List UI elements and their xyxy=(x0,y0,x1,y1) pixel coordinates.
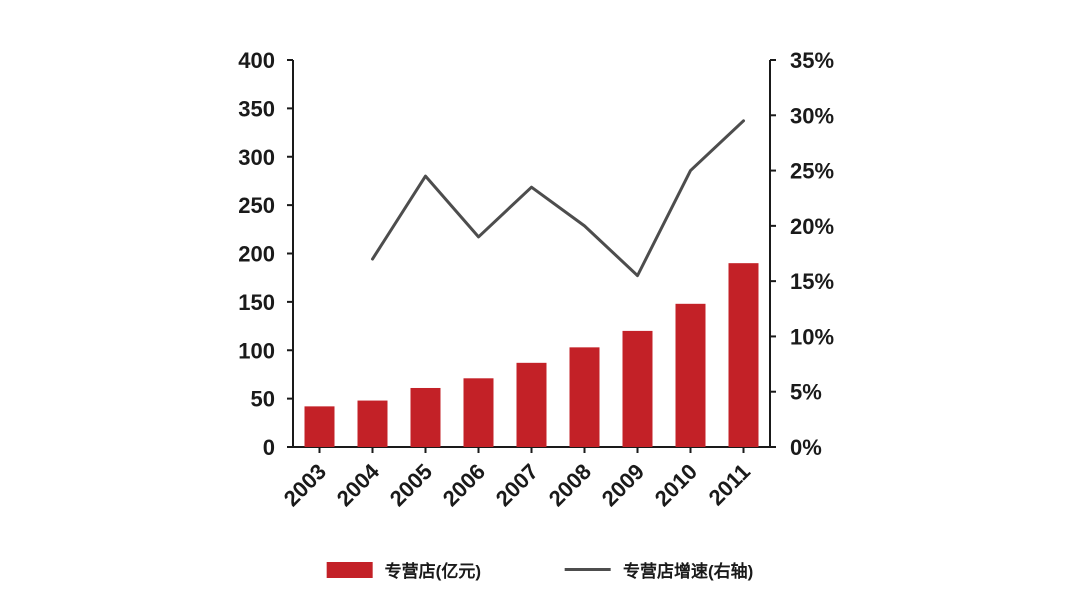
right-axis-tick-label: 20% xyxy=(790,214,834,239)
right-axis-tick-label: 5% xyxy=(790,380,822,405)
right-axis-tick-label: 15% xyxy=(790,269,834,294)
x-axis-tick-label: 2003 xyxy=(279,459,331,511)
bar-2007 xyxy=(516,362,547,447)
x-axis-tick-label: 2008 xyxy=(544,459,596,511)
right-axis-tick-label: 35% xyxy=(790,48,834,73)
bar-2006 xyxy=(463,378,494,447)
bar-series-swatch xyxy=(326,561,373,578)
x-axis-tick-label: 2010 xyxy=(650,459,702,511)
bar-2004 xyxy=(357,400,388,447)
x-axis-tick-label: 2007 xyxy=(491,459,543,511)
bar-2008 xyxy=(569,347,600,447)
bar-2003 xyxy=(304,406,335,447)
right-axis-tick-label: 30% xyxy=(790,103,834,128)
left-axis-tick-label: 400 xyxy=(238,48,275,73)
left-axis-tick-label: 300 xyxy=(238,145,275,170)
legend-item-bar: 专营店(亿元) xyxy=(326,557,481,582)
left-axis-tick-label: 150 xyxy=(238,290,275,315)
right-axis-tick-label: 0% xyxy=(790,435,822,460)
right-axis-tick-label: 10% xyxy=(790,324,834,349)
left-axis-tick-label: 0 xyxy=(263,435,275,460)
legend-label-bar: 专营店(亿元) xyxy=(384,562,481,581)
bar-2011 xyxy=(728,263,759,447)
legend-item-line: 专营店增速(右轴) xyxy=(565,557,753,582)
legend: 专营店(亿元) 专营店增速(右轴) xyxy=(326,557,753,582)
left-axis-tick-label: 100 xyxy=(238,338,275,363)
left-axis-tick-label: 200 xyxy=(238,242,275,267)
legend-label-line: 专营店增速(右轴) xyxy=(623,562,754,581)
right-axis-tick-label: 25% xyxy=(790,159,834,184)
line-series-swatch xyxy=(565,568,611,571)
x-axis-tick-label: 2011 xyxy=(704,459,755,510)
bar-2009 xyxy=(622,330,653,447)
x-axis-tick-label: 2005 xyxy=(385,459,437,511)
left-axis-tick-label: 250 xyxy=(238,193,275,218)
x-axis-tick-label: 2004 xyxy=(332,458,385,511)
left-axis-tick-label: 350 xyxy=(238,96,275,121)
x-axis-tick-label: 2009 xyxy=(597,459,649,511)
bar-2010 xyxy=(675,303,706,447)
x-axis-tick-label: 2006 xyxy=(438,459,490,511)
bar-2005 xyxy=(410,387,441,447)
growth-line xyxy=(371,119,745,278)
left-axis-tick-label: 50 xyxy=(251,387,275,412)
